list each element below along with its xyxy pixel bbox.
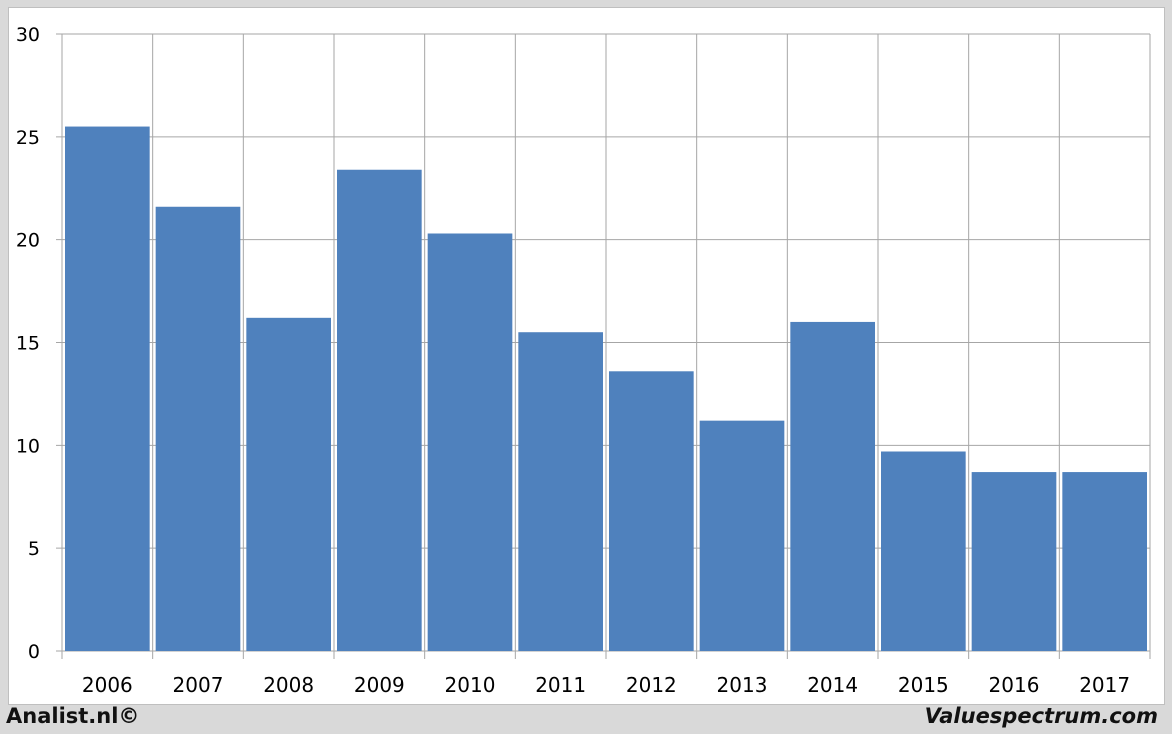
y-tick-label: 30 <box>16 24 40 46</box>
bar-2013 <box>699 420 785 651</box>
bar-2011 <box>518 332 603 651</box>
x-tick-label: 2011 <box>535 673 586 697</box>
y-tick-label: 5 <box>28 538 40 560</box>
y-tick-label: 20 <box>16 230 40 252</box>
footer-brand-left: Analist.nl© <box>6 704 140 728</box>
y-tick-label: 0 <box>28 641 40 663</box>
bar-2015 <box>881 451 966 651</box>
bar-2017 <box>1062 472 1147 651</box>
y-tick-label: 10 <box>16 435 40 457</box>
bar-2016 <box>971 472 1057 651</box>
bar-2006 <box>65 126 150 652</box>
x-tick-label: 2015 <box>898 673 949 697</box>
x-tick-label: 2016 <box>989 673 1040 697</box>
x-tick-label: 2007 <box>173 673 224 697</box>
y-tick-label: 25 <box>16 127 40 149</box>
x-tick-label: 2010 <box>445 673 496 697</box>
x-tick-label: 2012 <box>626 673 677 697</box>
y-tick-label: 15 <box>16 333 40 355</box>
x-tick-label: 2014 <box>807 673 858 697</box>
bar-2010 <box>427 233 513 651</box>
bar-2012 <box>609 371 694 651</box>
footer-brand-right: Valuespectrum.com <box>924 704 1158 728</box>
bar-2007 <box>155 206 241 651</box>
bar-2008 <box>246 317 331 651</box>
x-tick-label: 2008 <box>263 673 314 697</box>
bar-2014 <box>790 321 875 651</box>
x-tick-label: 2013 <box>717 673 768 697</box>
bar-2009 <box>337 169 422 652</box>
x-tick-label: 2009 <box>354 673 405 697</box>
x-tick-label: 2017 <box>1079 673 1130 697</box>
x-tick-label: 2006 <box>82 673 133 697</box>
